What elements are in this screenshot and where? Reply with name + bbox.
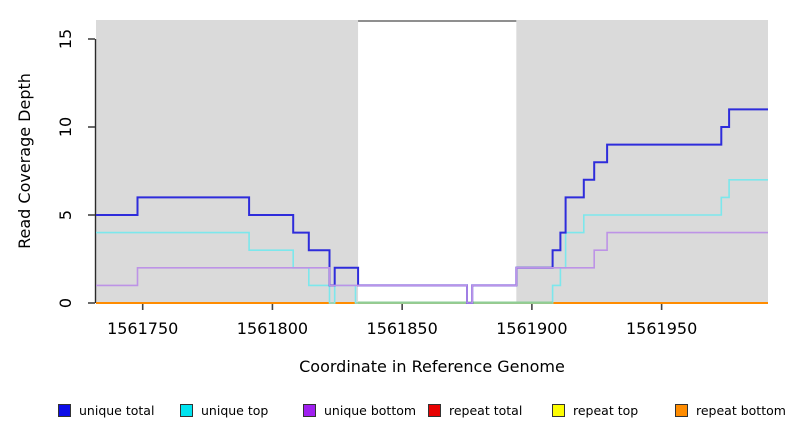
legend-label: unique total bbox=[79, 402, 155, 418]
legend-swatch-unique_top bbox=[180, 403, 193, 417]
legend-label: repeat top bbox=[573, 402, 639, 418]
x-axis-title: Coordinate in Reference Genome bbox=[299, 357, 565, 376]
x-tick-label: 1561750 bbox=[107, 319, 178, 338]
series-unique_bottom-line bbox=[96, 231, 768, 304]
x-tick-label: 1561850 bbox=[367, 319, 438, 338]
legend-item-unique_top: unique top bbox=[180, 398, 268, 422]
legend-label: repeat total bbox=[449, 402, 523, 418]
y-tick-label: 10 bbox=[56, 117, 75, 137]
legend-swatch-unique_total bbox=[58, 403, 71, 417]
x-tick-label: 1561950 bbox=[626, 319, 697, 338]
legend-item-repeat_top: repeat top bbox=[552, 398, 638, 422]
legend-label: unique top bbox=[201, 402, 269, 418]
legend-swatch-repeat_total bbox=[428, 403, 441, 417]
shaded-region bbox=[516, 20, 768, 303]
legend-item-repeat_total: repeat total bbox=[428, 398, 522, 422]
x-tick-label: 1561800 bbox=[237, 319, 308, 338]
y-tick-label: 5 bbox=[56, 210, 75, 220]
legend-item-repeat_bottom: repeat bottom bbox=[675, 398, 786, 422]
y-tick-label: 0 bbox=[56, 298, 75, 308]
coverage-chart: 1561750 1561800 1561850 1561900 1561950 0 5 10 1… bbox=[15, 20, 768, 376]
legend-swatch-repeat_bottom bbox=[675, 403, 688, 417]
legend-item-unique_total: unique total bbox=[58, 398, 154, 422]
legend-swatch-unique_bottom bbox=[303, 403, 316, 417]
plot-area: 1561750 1561800 1561850 1561900 1561950 0 5 10 1… bbox=[56, 20, 768, 338]
legend-label: repeat bottom bbox=[696, 402, 786, 418]
legend-swatch-repeat_top bbox=[552, 403, 565, 417]
legend-label: unique bottom bbox=[324, 402, 417, 418]
shaded-region bbox=[96, 20, 359, 303]
legend: unique total unique top unique bottom repea… bbox=[0, 398, 792, 428]
y-tick-label: 15 bbox=[56, 29, 75, 49]
legend-item-unique_bottom: unique bottom bbox=[303, 398, 416, 422]
y-axis-title: Read Coverage Depth bbox=[15, 73, 34, 249]
x-tick-label: 1561900 bbox=[496, 319, 567, 338]
